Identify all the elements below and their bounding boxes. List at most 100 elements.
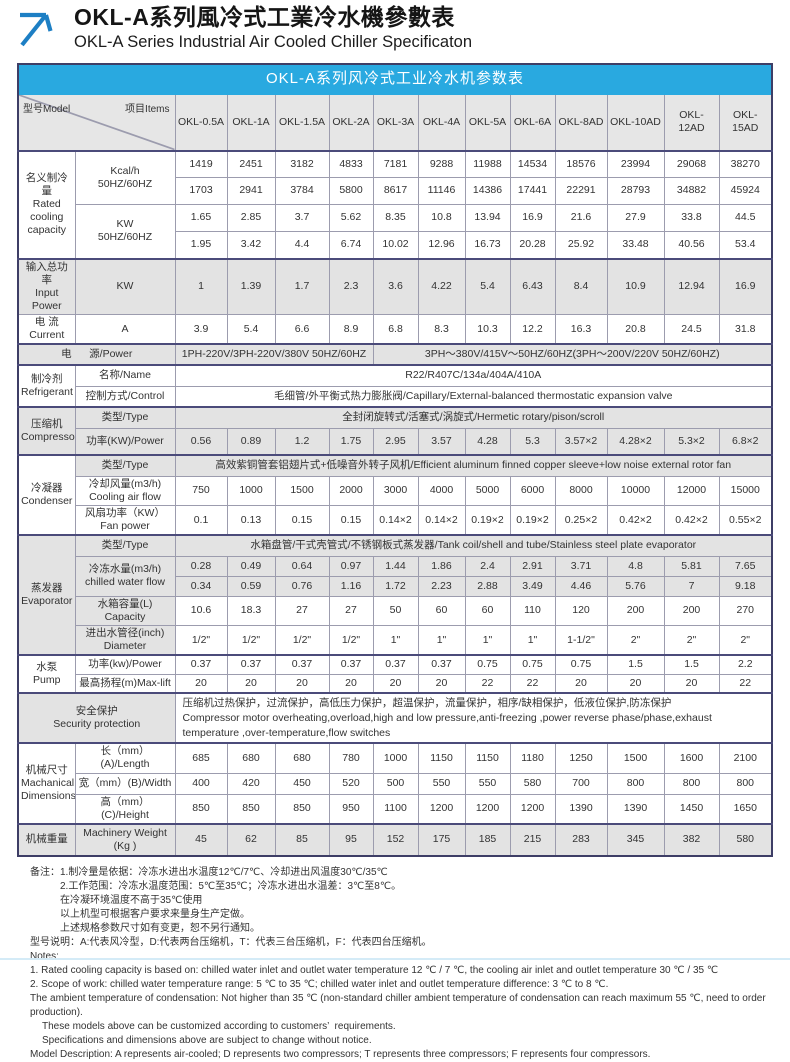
arrow-logo-icon [13, 6, 55, 57]
value-cell: 6.74 [328, 231, 374, 259]
table-row: 风扇功率（KW） Fan power 0.1 0.13 0.15 0.15 0.14×2… [18, 505, 773, 536]
table-row: 水泵 Pump 功率(kw)/Power 0.37 0.37 0.37 0.37 0.3… [17, 654, 773, 694]
value-cell: 175 [417, 822, 466, 857]
model-column-header: OKL-12AD [663, 94, 720, 151]
value-cell: 5.81 [663, 555, 720, 577]
value-cell: 4833 [328, 149, 374, 178]
value-cell: 0.14×2 [372, 505, 419, 536]
value-cell: 0.64 [274, 555, 330, 577]
refrigerant-control: 毛细管/外平衡式热力膨胀阀/Capillary/External-balance… [174, 385, 773, 408]
value-cell: 10.3 [464, 314, 511, 345]
power-supply-right: 3PH～380V/415V～50HZ/60HZ(3PH～200V/220V 50… [372, 343, 773, 366]
value-cell: 283 [554, 822, 608, 857]
compressor-type: 全封闭旋转式/活塞式/涡旋式/Hermetic rotary/pison/scr… [174, 406, 773, 429]
value-cell: 4000 [417, 475, 466, 507]
model-column-header: OKL-3A [372, 94, 419, 151]
table-row: 机械尺寸 Machanical Dimensions 长（mm）(A)/Leng… [17, 742, 773, 825]
value-cell: 5.76 [606, 575, 665, 597]
row-label: 冷凝器 Condenser [17, 454, 76, 536]
value-cell: 7181 [372, 149, 419, 178]
value-cell: 1600 [663, 742, 720, 774]
value-cell: 0.42×2 [663, 505, 720, 536]
value-cell: 0.19×2 [509, 505, 556, 536]
value-cell: 680 [226, 742, 276, 774]
value-cell: 1703 [174, 177, 228, 205]
note-line: Model Description: A represents air-cool… [30, 1048, 651, 1060]
value-cell: 550 [464, 772, 511, 795]
value-cell: 1.2 [274, 427, 330, 456]
value-cell: 215 [509, 822, 556, 857]
value-cell: 0.75 [554, 654, 608, 675]
row-label: 制冷剂 Refrigerant [17, 364, 76, 408]
note-line: 型号说明：A:代表风冷型，D:代表两台压缩机，T：代表三台压缩机，F：代表四台压… [30, 936, 432, 948]
value-cell: 62 [226, 822, 276, 857]
value-cell: 27 [328, 595, 374, 627]
value-cell: 10000 [606, 475, 665, 507]
value-cell: 0.37 [328, 654, 374, 675]
value-cell: 580 [509, 772, 556, 795]
value-cell: 0.28 [174, 555, 228, 577]
note-line: Notes: [30, 950, 59, 962]
value-cell: 1.39 [226, 257, 276, 315]
note-line: 备注：1.制冷量是依据：冷冻水进出水温度12℃/7℃、冷却进出风温度30℃/35… [30, 866, 388, 878]
value-cell: 9288 [417, 149, 466, 178]
value-cell: 0.14×2 [417, 505, 466, 536]
table-row: 进出水管径(inch) Diameter 1/2" 1/2" 1/2" 1/2" 1" 1… [18, 625, 773, 656]
note-line: 2.工作范围：冷冻水温度范围：5℃至35℃；冷冻水进出水温差：3℃至8℃。 [60, 880, 402, 892]
value-cell: 0.76 [274, 575, 330, 597]
value-cell: 1/2" [174, 625, 228, 656]
row-label: 高（mm）(C)/Height [74, 793, 176, 825]
value-cell: 850 [226, 793, 276, 825]
value-cell: 0.37 [372, 654, 419, 675]
model-column-header: OKL-1.5A [274, 94, 330, 151]
value-cell: 3.6 [372, 257, 419, 315]
value-cell: 1200 [464, 793, 511, 825]
row-label: 安全保护 Security protection [17, 692, 176, 744]
value-cell: 1180 [509, 742, 556, 774]
table-row: 电 源/Power 1PH-220V/3PH-220V/380V 50HZ/60… [17, 343, 773, 366]
bottom-divider [0, 958, 790, 960]
value-cell: 0.37 [174, 654, 228, 675]
value-cell: 20 [328, 673, 374, 694]
value-cell: 4.28 [464, 427, 511, 456]
value-cell: 1419 [174, 149, 228, 178]
table-row: 功率(KW)/Power 0.56 0.89 1.2 1.75 2.95 3.57 4.28… [18, 427, 773, 456]
value-cell: 20 [226, 673, 276, 694]
value-cell: 20 [606, 673, 665, 694]
value-cell: 50 [372, 595, 419, 627]
row-label: 名义制冷量 Rated cooling capacity [17, 149, 76, 259]
value-cell: 0.37 [274, 654, 330, 675]
row-label: 水泵 Pump [17, 654, 76, 694]
value-cell: 45 [174, 822, 228, 857]
notes-block: 备注：1.制冷量是依据：冷冻水进出水温度12℃/7℃、冷却进出风温度30℃/35… [30, 866, 772, 1062]
value-cell: 13.94 [464, 204, 511, 232]
value-cell: 1.7 [274, 257, 330, 315]
value-cell: 12.2 [509, 314, 556, 345]
table-row: 宽（mm）(B)/Width 400 420 450 520 500 550 550 580 7… [18, 772, 773, 795]
refrigerant-name: R22/R407C/134a/404A/410A [174, 364, 773, 387]
value-cell: 2.85 [226, 204, 276, 232]
value-cell: 1" [464, 625, 511, 656]
value-cell: 5800 [328, 177, 374, 205]
corner-items-label: 项目Items [125, 104, 170, 115]
note-line: 上述规格参数尺寸如有变更，恕不另行通知。 [60, 922, 260, 934]
value-cell: 10.8 [417, 204, 466, 232]
value-cell: 1390 [606, 793, 665, 825]
value-cell: 1 [174, 257, 228, 315]
value-cell: 500 [372, 772, 419, 795]
value-cell: 15000 [718, 475, 773, 507]
value-cell: 2.2 [718, 654, 773, 675]
row-label: KW [74, 257, 176, 315]
value-cell: 3.57×2 [554, 427, 608, 456]
value-cell: 29068 [663, 149, 720, 178]
note-line: 在冷凝环境温度不高于35℃使用 [60, 894, 203, 906]
value-cell: 25.92 [554, 231, 608, 259]
value-cell: 200 [663, 595, 720, 627]
value-cell: 8.9 [328, 314, 374, 345]
value-cell: 3182 [274, 149, 330, 178]
value-cell: 17441 [509, 177, 556, 205]
row-label: 功率(kw)/Power [74, 654, 176, 675]
note-line: Specifications and dimensions above are … [42, 1034, 372, 1046]
table-row: 水箱容量(L) Capacity 10.6 18.3 27 27 50 60 60 110 12… [18, 595, 773, 627]
value-cell: 18576 [554, 149, 608, 178]
